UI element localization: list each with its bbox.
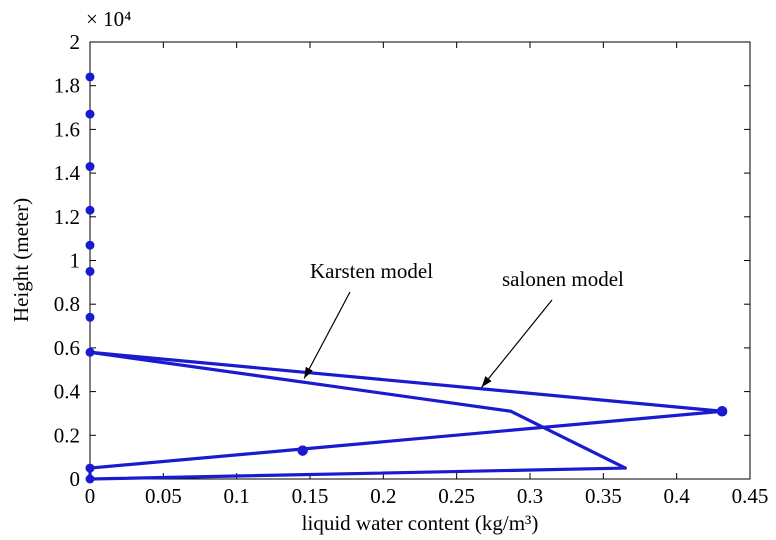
data-point	[85, 109, 95, 119]
annotation-label: Karsten model	[310, 259, 433, 283]
data-point	[85, 72, 95, 82]
data-point	[85, 463, 95, 473]
annotation-arrowhead	[304, 366, 313, 379]
x-tick-label: 0.25	[438, 484, 475, 508]
y-tick-label: 0.8	[54, 292, 80, 316]
x-axis: 0 0.05 0.1 0.15 0.2 0.25 0.3 0.35 0.4 0.45	[85, 42, 769, 508]
y-tick-label: 0	[70, 467, 81, 491]
data-point	[85, 162, 95, 172]
x-tick-label: 0.2	[370, 484, 396, 508]
y-tick-label: 0.4	[54, 380, 81, 404]
x-tick-label: 0.1	[224, 484, 250, 508]
data-point	[85, 347, 95, 357]
x-tick-label: 0	[85, 484, 96, 508]
x-tick-label: 0.35	[585, 484, 622, 508]
data-point	[85, 266, 95, 276]
y-tick-label: 1.4	[54, 161, 81, 185]
annotation-arrow	[481, 299, 553, 388]
x-tick-label: 0.05	[145, 484, 182, 508]
annotation-label: salonen model	[502, 267, 624, 291]
y-tick-label: 1.8	[54, 74, 80, 98]
data-point	[85, 474, 95, 484]
x-tick-label: 0.45	[732, 484, 769, 508]
x-tick-label: 0.3	[517, 484, 543, 508]
y-tick-label: 2	[70, 30, 81, 54]
y-tick-label: 1.6	[54, 117, 80, 141]
y-axis-label: Height (meter)	[9, 198, 33, 322]
marker-layer	[85, 72, 728, 484]
y-tick-label: 0.6	[54, 336, 80, 360]
data-point	[85, 312, 95, 322]
annotation-arrow	[303, 291, 351, 379]
y-axis: 0 0.2 0.4 0.6 0.8 1 1.2 1.4 1.6 1.8 2	[54, 30, 750, 491]
y-multiplier-label: × 10⁴	[86, 7, 131, 31]
data-point	[85, 240, 95, 250]
series-line-1	[89, 350, 627, 481]
x-tick-label: 0.15	[292, 484, 329, 508]
series-line-2	[88, 350, 724, 479]
y-tick-label: 1	[70, 249, 81, 273]
x-axis-label: liquid water content (kg/m³)	[302, 511, 539, 535]
data-point	[716, 406, 728, 417]
annotation-arrowhead	[481, 376, 492, 388]
y-tick-label: 1.2	[54, 205, 80, 229]
x-tick-label: 0.4	[664, 484, 691, 508]
data-point	[297, 445, 308, 456]
annotation-layer: Karsten model salonen model	[303, 259, 624, 388]
series-layer	[88, 350, 724, 481]
data-point	[85, 205, 95, 215]
y-tick-label: 0.2	[54, 423, 80, 447]
